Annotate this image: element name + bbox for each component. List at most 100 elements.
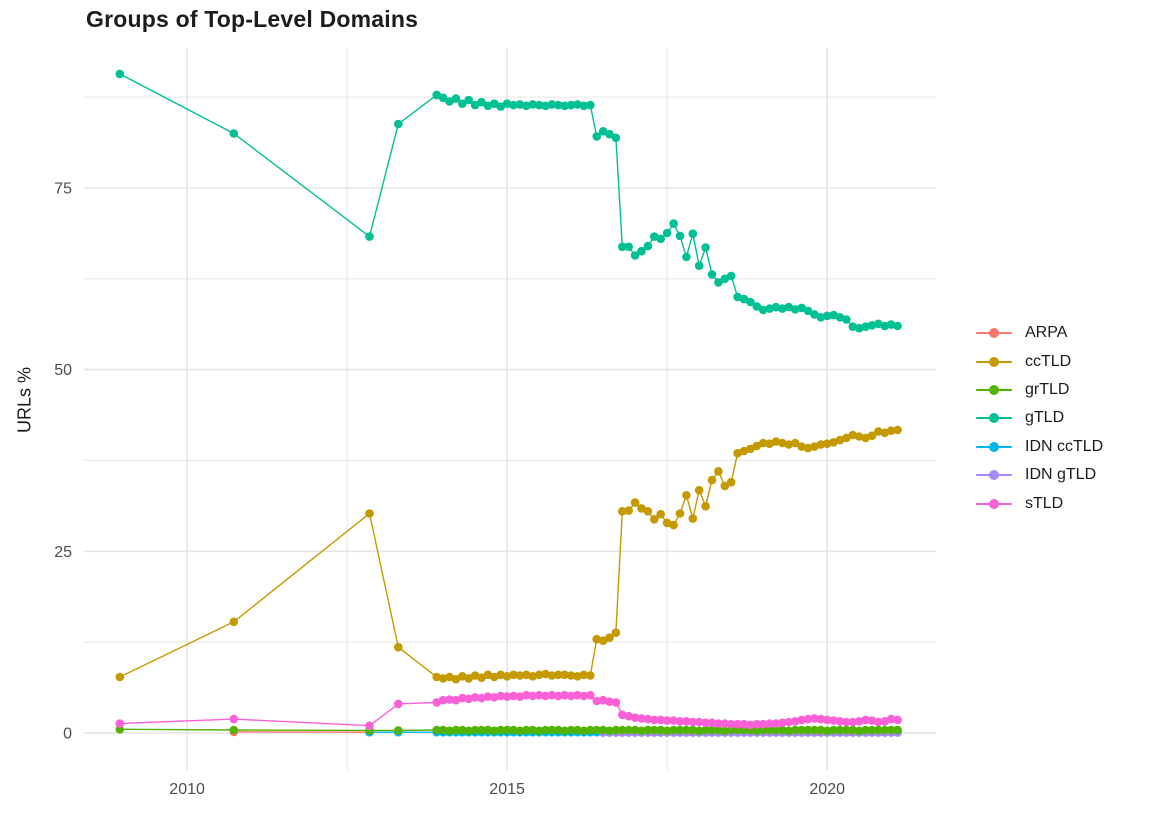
data-point-gtld [534,100,544,110]
data-point-gtld [669,219,678,228]
data-point-cctld [816,440,826,449]
data-point-cctld [656,509,665,519]
data-point-cctld [752,441,762,451]
data-point-stld [650,715,659,725]
x-tick-label-2015: 2015 [489,781,525,798]
data-point-stld [746,720,755,730]
data-point-grtld [605,726,614,736]
data-point-stld [758,719,768,729]
data-point-gtld [547,100,557,109]
legend-label: IDN ccTLD [1025,437,1104,455]
data-point-stld [566,691,576,701]
data-point-cctld [586,671,595,680]
legend-item-cctld: ccTLD [976,347,1103,375]
legend-item-grtld: grTLD [976,376,1103,404]
data-point-gtld [886,320,896,329]
data-point-stld [560,690,569,700]
data-point-gtld [229,129,239,138]
data-point-grtld [694,726,704,736]
data-point-grtld [637,726,646,736]
data-point-stld [502,692,512,701]
x-tick-label-2020: 2020 [809,781,845,798]
data-point-grtld [522,725,531,735]
data-point-gtld [522,101,531,111]
data-point-cctld [886,426,896,436]
data-point-stld [586,690,595,700]
data-point-grtld [816,725,826,735]
data-point-stld [438,695,448,705]
data-point-cctld [874,427,883,436]
data-point-gtld [643,241,653,251]
data-point-grtld [579,726,589,736]
data-point-cctld [534,670,544,680]
data-point-gtld [662,228,672,238]
legend-key-icon [976,356,1012,368]
data-point-grtld [464,726,474,736]
data-point-gtld [496,102,506,111]
data-point-stld [707,718,717,728]
data-point-cctld [643,507,653,516]
data-point-gtld [592,132,601,141]
data-point-stld [534,690,544,700]
data-point-gtld [790,305,800,314]
data-point-grtld [598,725,608,735]
data-point-grtld [893,725,902,735]
data-point-stld [778,718,787,728]
data-point-stld [515,692,525,701]
data-point-stld [605,697,614,706]
data-point-grtld [438,725,448,735]
data-point-gtld [893,321,902,331]
data-point-gtld [797,303,806,313]
data-point-grtld [720,726,730,736]
legend-key-icon [976,384,1012,396]
legend-label: ccTLD [1025,352,1072,370]
data-point-cctld [842,433,851,443]
data-point-grtld [650,725,659,735]
chart-title: Groups of Top-Level Domains [86,6,419,32]
data-point-grtld [586,725,595,735]
data-point-cctld [650,515,659,524]
data-point-grtld [784,726,794,736]
data-point-cctld [541,669,550,679]
data-point-stld [874,717,883,727]
data-point-cctld [771,437,781,446]
data-point-stld [470,693,480,702]
data-point-gtld [720,274,730,284]
data-point-stld [662,716,672,725]
data-point-stld [394,699,403,709]
data-point-grtld [496,725,506,735]
data-point-stld [867,716,877,725]
data-point-grtld [790,725,800,735]
data-point-cctld [464,674,474,683]
data-point-gtld [880,321,890,331]
data-point-gtld [586,100,595,110]
data-point-grtld [675,725,685,735]
data-point-grtld [765,725,774,735]
data-point-grtld [829,725,838,735]
data-point-grtld [229,725,239,735]
data-point-gtld [618,242,627,252]
data-point-stld [675,717,685,726]
data-point-gtld [458,99,467,108]
y-tick-label-75: 75 [54,181,72,198]
data-point-gtld [445,97,454,106]
data-point-cctld [618,507,627,516]
legend-label: IDN gTLD [1025,466,1097,484]
data-point-cctld [675,509,685,518]
data-point-grtld [835,725,845,735]
data-point-grtld [624,725,633,735]
data-point-gtld [739,294,749,304]
data-point-gtld [490,99,499,108]
data-point-gtld [477,97,486,107]
data-point-gtld [470,100,480,110]
x-tick-label-2010: 2010 [169,781,205,798]
data-point-stld [771,719,781,728]
data-point-stld [790,717,800,726]
data-point-grtld [662,726,672,736]
data-point-grtld [861,725,870,735]
data-point-stld [822,715,832,725]
data-point-grtld [470,725,480,735]
legend-label: grTLD [1025,380,1070,398]
data-point-cctld [547,671,557,680]
